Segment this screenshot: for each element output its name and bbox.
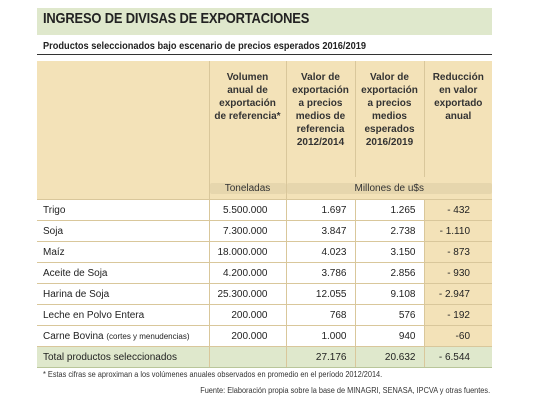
row-volumen: 18.000.000 (208, 241, 286, 263)
exports-table: Volumen anual de exportación de referenc… (37, 61, 492, 368)
row-volumen: 200.000 (208, 304, 286, 326)
row-volumen: 25.300.000 (208, 283, 286, 305)
row-reduccion: - 1.110 (423, 220, 492, 242)
total-row: Total productos seleccionados 27.176 20.… (37, 346, 492, 368)
row-valor-referencia: 1.697 (285, 199, 355, 221)
row-valor-referencia: 3.847 (285, 220, 355, 242)
row-valor-esperado: 9.108 (354, 283, 424, 305)
header-line: en valor (439, 85, 478, 96)
row-valor-referencia: 1.000 (285, 325, 355, 347)
header-corner (37, 61, 209, 177)
row-valor-esperado: 576 (354, 304, 424, 326)
row-volumen: 5.500.000 (208, 199, 286, 221)
table-row: Maíz 18.000.000 4.023 3.150 - 873 (37, 241, 492, 263)
source-note: Fuente: Elaboración propia sobre la base… (200, 386, 490, 395)
row-name: Carne Bovina (43, 330, 104, 342)
header-row: Volumen anual de exportación de referenc… (37, 61, 492, 177)
header-line: anual (445, 111, 472, 122)
header-line: a precios (298, 98, 343, 109)
total-volumen (208, 346, 286, 368)
row-valor-referencia: 12.055 (285, 283, 355, 305)
row-volumen: 200.000 (208, 325, 286, 347)
table-row: Harina de Soja 25.300.000 12.055 9.108 -… (37, 283, 492, 305)
units-corner (37, 177, 209, 200)
header-line: exportación (292, 85, 349, 96)
row-valor-esperado: 2.856 (354, 262, 424, 284)
row-valor-referencia: 3.786 (285, 262, 355, 284)
header-line: de referencia* (214, 111, 281, 122)
row-reduccion: - 192 (423, 304, 492, 326)
total-label: Total productos seleccionados (37, 346, 209, 368)
row-reduccion: - 873 (423, 241, 492, 263)
total-valor-referencia: 27.176 (285, 346, 355, 368)
row-name: Maíz (37, 241, 209, 263)
units-millones: Millones de u$s (286, 182, 492, 194)
table-subtitle: Productos seleccionados bajo escenario d… (43, 40, 367, 52)
row-name: Harina de Soja (37, 283, 209, 305)
header-line: exportado (434, 98, 483, 109)
row-reduccion: -60 (423, 325, 492, 347)
total-valor-esperado: 20.632 (354, 346, 424, 368)
row-reduccion: - 930 (423, 262, 492, 284)
header-valor-referencia: Valor de exportación a precios medios de… (285, 61, 355, 177)
row-reduccion: - 432 (423, 199, 492, 221)
row-valor-referencia: 4.023 (285, 241, 355, 263)
units-toneladas: Toneladas (209, 182, 286, 194)
row-name-note: (cortes y menudencias) (106, 331, 190, 341)
header-valor-esperado: Valor de exportación a precios medios es… (354, 61, 424, 177)
row-valor-esperado: 1.265 (354, 199, 424, 221)
header-line: exportación (361, 85, 418, 96)
header-line: a precios (367, 98, 412, 109)
header-line: medios de (295, 111, 346, 122)
header-line: 2012/2014 (296, 137, 345, 148)
header-line: esperados (364, 124, 415, 135)
exports-table-container: Volumen anual de exportación de referenc… (37, 61, 492, 368)
row-valor-esperado: 3.150 (354, 241, 424, 263)
table-row: Leche en Polvo Entera 200.000 768 576 - … (37, 304, 492, 326)
row-valor-referencia: 768 (285, 304, 355, 326)
table-row: Aceite de Soja 4.200.000 3.786 2.856 - 9… (37, 262, 492, 284)
page-title: INGRESO DE DIVISAS DE EXPORTACIONES (43, 10, 310, 27)
header-line: Valor de (370, 72, 409, 83)
table-row: Carne Bovina (cortes y menudencias) 200.… (37, 325, 492, 347)
row-name: Aceite de Soja (37, 262, 209, 284)
title-banner (37, 8, 492, 35)
row-name: Leche en Polvo Entera (37, 304, 209, 326)
total-reduccion: - 6.544 (423, 346, 492, 368)
header-line: Reducción (432, 72, 484, 83)
row-name: Soja (37, 220, 209, 242)
header-line: 2016/2019 (365, 137, 414, 148)
header-line: exportación (219, 98, 276, 109)
row-name: Trigo (37, 199, 209, 221)
units-row: Toneladas Millones de u$s (37, 177, 492, 200)
row-valor-esperado: 2.738 (354, 220, 424, 242)
header-line: anual de (227, 85, 268, 96)
header-volumen: Volumen anual de exportación de referenc… (208, 61, 286, 177)
header-line: Volumen (226, 72, 269, 83)
header-line: referencia (296, 124, 345, 135)
table-row: Soja 7.300.000 3.847 2.738 - 1.110 (37, 220, 492, 242)
header-line: Valor de (301, 72, 340, 83)
row-reduccion: - 2.947 (423, 283, 492, 305)
row-volumen: 7.300.000 (208, 220, 286, 242)
row-volumen: 4.200.000 (208, 262, 286, 284)
header-line: medios (371, 111, 407, 122)
footnote: * Estas cifras se aproximan a los volúme… (43, 370, 383, 379)
row-valor-esperado: 940 (354, 325, 424, 347)
subtitle-divider (37, 54, 492, 55)
table-row: Trigo 5.500.000 1.697 1.265 - 432 (37, 199, 492, 221)
header-reduccion: Reducción en valor exportado anual (423, 61, 492, 177)
row-name-cell: Carne Bovina (cortes y menudencias) (37, 325, 209, 347)
